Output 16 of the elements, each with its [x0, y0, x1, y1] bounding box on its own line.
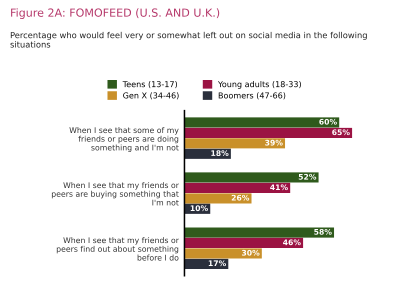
legend-label: Teens (13-17) [122, 80, 178, 88]
bar [184, 193, 252, 204]
chart-subtitle: Percentage who would feel very or somewhat left out on social media in the following situations [10, 32, 367, 48]
bar [184, 138, 286, 148]
bar [184, 227, 334, 238]
legend-label: Gen X (34-46) [123, 92, 179, 100]
bar [184, 172, 319, 183]
legend-label: Boomers (47-66) [218, 92, 286, 100]
legend-label: Young adults (18-33) [218, 80, 301, 89]
bar [184, 182, 290, 194]
bar [184, 248, 262, 259]
bar [184, 117, 340, 128]
bar [184, 148, 231, 159]
bar [184, 128, 352, 138]
bar [184, 238, 304, 248]
chart-title: Figure 2A: FOMOFEED (U.S. AND U.K.) [11, 8, 220, 19]
